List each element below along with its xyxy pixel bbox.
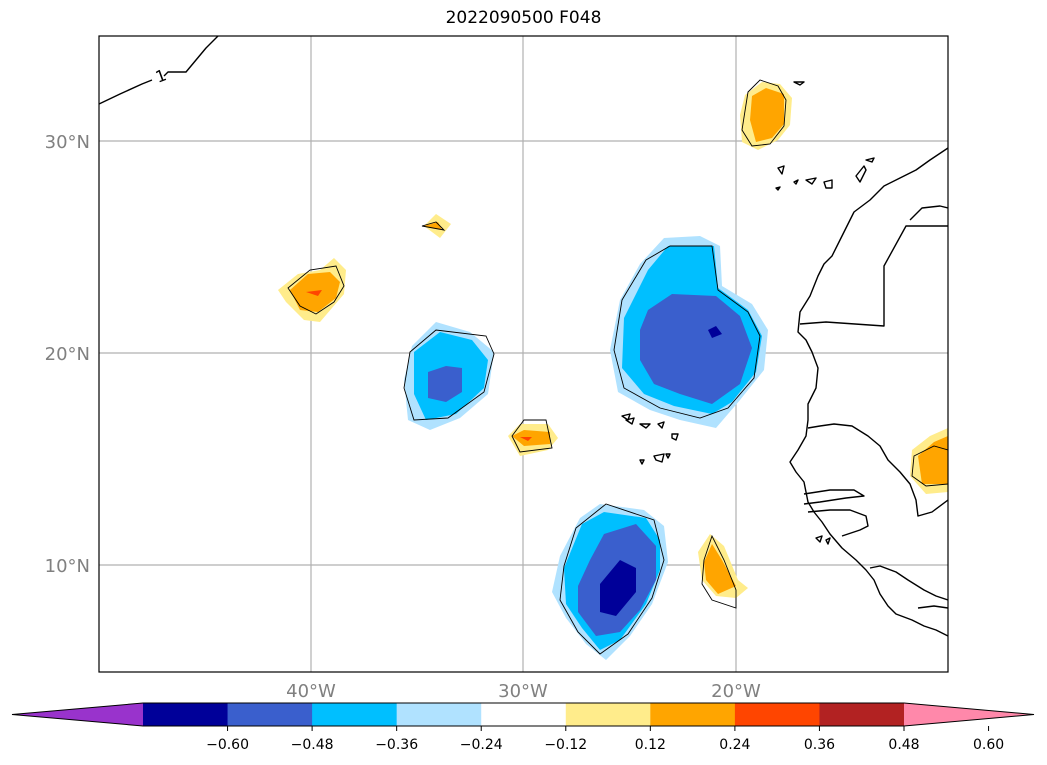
anomaly-negative-west xyxy=(403,322,495,430)
lon-label-20w: 20°W xyxy=(711,681,761,702)
colorbar-box xyxy=(143,703,229,726)
lat-label-10n: 10°N xyxy=(45,556,90,577)
colorbar-tick-label: −0.36 xyxy=(375,737,418,753)
map-content: 1 xyxy=(99,36,948,672)
colorbar-tick-label: −0.60 xyxy=(206,737,249,753)
coastline xyxy=(621,81,948,637)
contour-line-2 xyxy=(163,36,219,77)
anomaly-positive-north xyxy=(740,79,792,150)
colorbar-box xyxy=(312,703,398,726)
lat-label-20n: 20°N xyxy=(45,344,90,365)
lon-label-40w: 40°W xyxy=(286,681,336,702)
anomaly-positive-south xyxy=(698,534,748,609)
colorbar-tick-label: 0.12 xyxy=(635,737,666,753)
colorbar-extend-high xyxy=(904,703,1034,726)
colorbar-box xyxy=(227,703,313,726)
colorbar-extend-low xyxy=(12,703,143,726)
colorbar: −0.60 −0.48 −0.36 −0.24 −0.12 0.12 0.24 0.36 0.4… xyxy=(11,702,1035,753)
graticule xyxy=(99,36,948,672)
anomaly-positive-east xyxy=(910,428,948,494)
colorbar-box xyxy=(481,703,567,726)
colorbar-tick-label: 0.48 xyxy=(888,737,919,753)
colorbar-tick-label: −0.24 xyxy=(460,737,503,753)
colorbar-tick-label: 0.24 xyxy=(719,737,750,753)
colorbar-box xyxy=(396,703,482,726)
anomaly-negative-large xyxy=(610,236,768,428)
colorbar-tick-label: 0.60 xyxy=(973,737,1004,753)
colorbar-box xyxy=(565,703,651,726)
map-title: 2022090500 F048 xyxy=(445,8,602,28)
colorbar-box xyxy=(650,703,736,726)
colorbar-box xyxy=(734,703,820,726)
colorbar-box xyxy=(819,703,905,726)
colorbar-outline xyxy=(11,702,1035,727)
anomaly-small-yellow xyxy=(421,214,451,238)
colorbar-tick-label: −0.48 xyxy=(291,737,334,753)
anomaly-positive-west xyxy=(278,258,346,322)
colorbar-tick-label: −0.12 xyxy=(544,737,587,753)
colorbar-tick-label: 0.36 xyxy=(804,737,835,753)
map-frame xyxy=(98,35,949,673)
lat-label-30n: 30°N xyxy=(45,132,90,153)
lon-label-30w: 30°W xyxy=(498,681,548,702)
anomaly-positive-center xyxy=(508,419,558,456)
contour-line xyxy=(99,79,153,105)
anomaly-negative-south xyxy=(552,503,668,660)
